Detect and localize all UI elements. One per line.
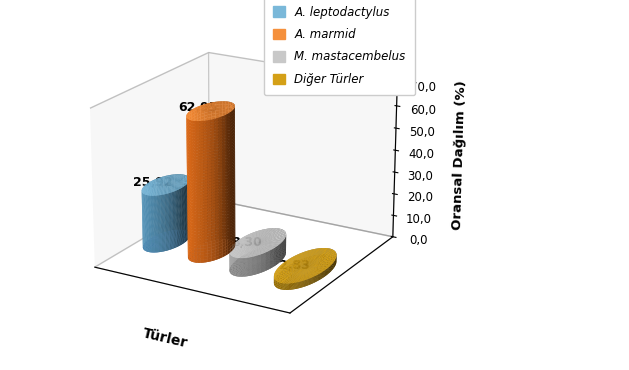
X-axis label: Türler: Türler <box>142 326 189 350</box>
Legend: A. leptodactylus, A. marmid, M. mastacembelus, Diğer Türler: A. leptodactylus, A. marmid, M. mastacem… <box>264 0 415 95</box>
